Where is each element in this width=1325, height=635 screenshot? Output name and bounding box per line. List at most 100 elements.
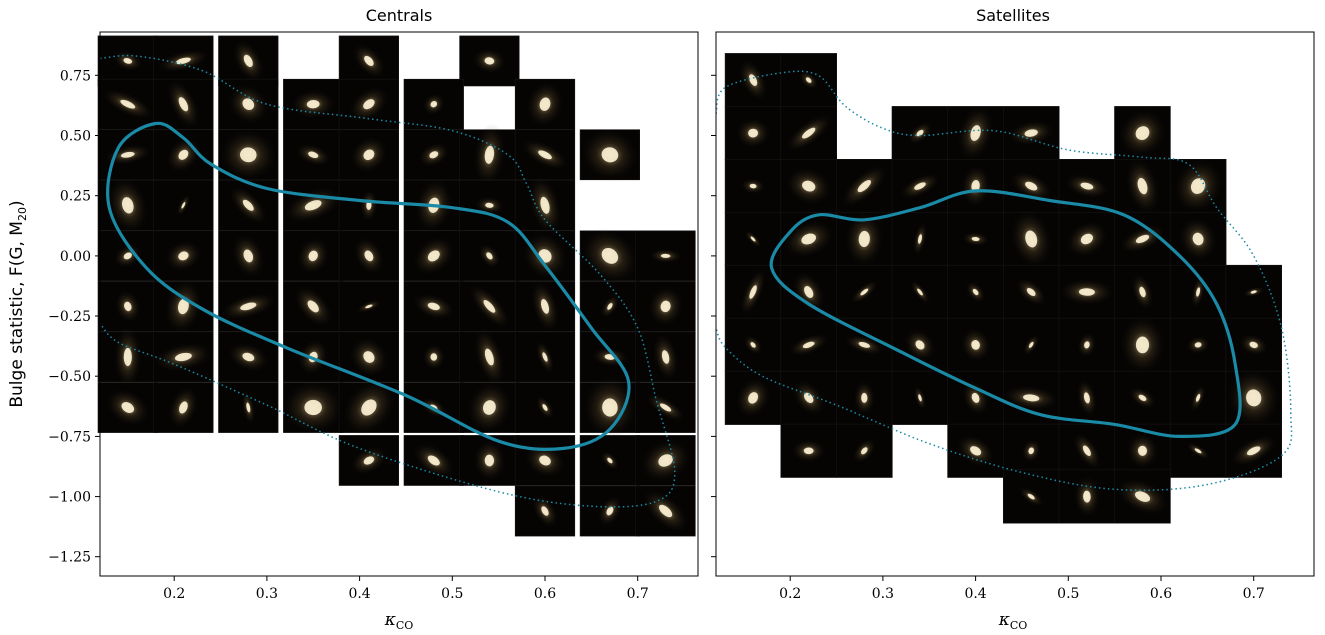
galaxy-cell [97,281,158,332]
galaxy-core [971,236,980,242]
contour-solid-centrals [106,121,631,451]
galaxy-core [917,288,923,296]
galaxy-cell [1002,469,1060,524]
galaxy-cell [724,264,782,319]
galaxy-core [540,299,550,314]
galaxy-cell [836,423,893,478]
galaxy-cell [1058,370,1116,425]
galaxy-cell [635,230,696,282]
galaxy-core [971,392,980,403]
galaxy-core [914,182,926,190]
galaxy-core [658,504,673,518]
galaxy-core [308,151,319,159]
x-tick-label: 0.4 [964,586,986,602]
galaxy-core [750,342,756,348]
galaxy-core [749,285,757,299]
galaxy-core [304,200,322,211]
galaxy-core [1246,446,1261,456]
galaxy-cell [1058,469,1116,524]
galaxy-cell [97,325,158,389]
galaxy-cell [283,129,344,181]
galaxy-cell [459,180,520,231]
galaxy-core [601,247,619,264]
galaxy-cell [1114,469,1171,524]
galaxy-cell [1114,106,1171,161]
galaxy-cell [1002,159,1060,214]
galaxy-core [123,252,132,260]
galaxy-cell [724,53,782,108]
galaxy-core [971,180,980,193]
galaxy-cell [1002,106,1060,161]
galaxy-core [485,202,494,208]
galaxy-cell [780,53,837,108]
galaxy-cell [1002,370,1060,425]
galaxy-cell [1169,264,1227,319]
galaxy-cell [947,105,1004,161]
galaxy-core [915,340,925,350]
galaxy-core [1025,181,1038,191]
galaxy-core [1135,234,1150,244]
galaxy-cell [338,281,400,332]
galaxy-core [179,401,188,414]
galaxy-core [124,301,132,312]
galaxy-core [175,57,191,65]
axes-frame-centrals [99,31,699,577]
galaxy-core [306,99,320,109]
galaxy-cell [724,317,782,372]
galaxy-core [427,250,440,262]
galaxy-cell [1169,212,1227,267]
galaxy-core [308,250,318,262]
galaxy-cell [780,106,837,161]
galaxy-cell [514,129,576,181]
galaxy-core [1192,232,1204,246]
panel-title-satellites: Satellites [976,6,1050,25]
galaxy-core [750,236,756,242]
galaxy-core [1083,490,1091,503]
x-tick-label: 0.7 [1243,586,1265,602]
x-tick-label: 0.5 [441,586,463,602]
galaxy-cell [891,106,949,161]
galaxy-cell [97,382,158,433]
galaxy-core [1138,394,1147,402]
galaxy-cell [218,230,279,282]
image-grid-centrals [97,35,696,537]
galaxy-core [1249,341,1258,349]
galaxy-cell [1114,157,1171,215]
galaxy-cell [579,485,640,537]
galaxy-core [123,58,133,64]
galaxy-cell [218,382,279,433]
y-tick-label: −0.25 [48,309,91,325]
galaxy-core [120,151,135,158]
galaxy-core [365,304,373,309]
galaxy-core [804,286,814,298]
galaxy-core [240,147,257,163]
galaxy-cell [514,331,576,383]
galaxy-core [1135,336,1150,354]
galaxy-core [1028,341,1034,348]
axes-frame-satellites [715,31,1315,577]
galaxy-core [178,97,189,112]
x-tick-label: 0.2 [779,586,801,602]
galaxy-cell [891,370,949,425]
galaxy-core [805,77,812,83]
galaxy-core [242,352,255,362]
galaxy-cell [218,35,279,87]
galaxy-cell [514,435,576,486]
galaxy-core [748,74,758,86]
galaxy-cell [283,230,344,282]
galaxy-core [542,352,548,362]
x-axis-centrals: 0.2 0.3 0.4 0.5 0.6 0.7 [163,576,649,602]
galaxy-cell [780,317,837,372]
galaxy-cell [338,379,400,436]
galaxy-core [802,341,815,349]
y-axis-centrals: 0.75 0.50 0.25 0.00 −0.25 −0.50 −0.75 −1.00 −1.2… [48,68,100,566]
image-grid-satellites [724,53,1283,524]
galaxy-cell [780,423,837,478]
galaxy-cell [459,35,520,87]
galaxy-cell [282,381,344,434]
galaxy-core [364,250,374,262]
galaxy-cell [724,106,782,161]
galaxy-cell [403,281,464,332]
galaxy-core [601,147,619,163]
galaxy-core [364,55,374,66]
